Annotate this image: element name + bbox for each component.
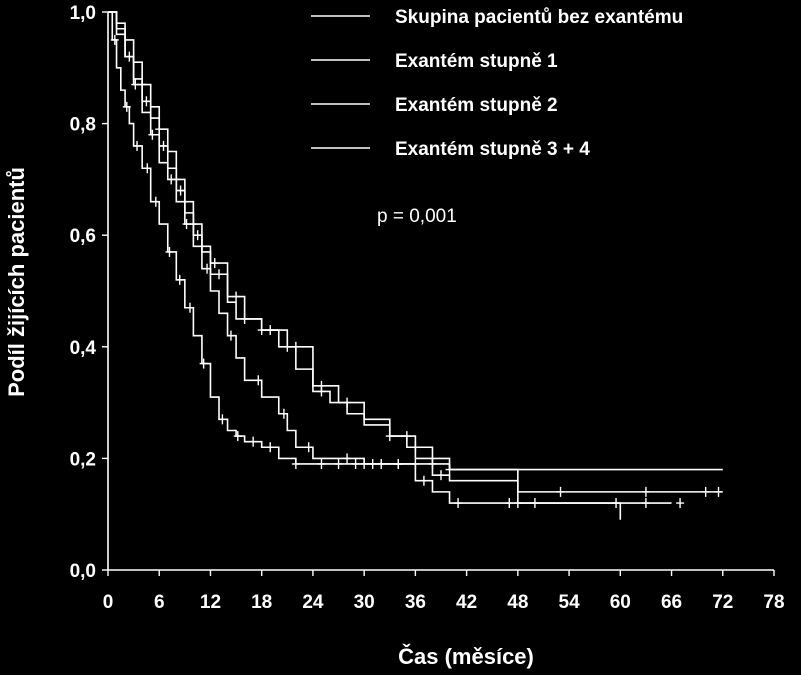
y-tick-labels: 0,0 0,2 0,4 0,6 0,8 1,0 [70, 3, 97, 582]
x-tick-label: 60 [610, 592, 631, 613]
x-tick-label: 0 [103, 592, 114, 613]
x-tick-label: 36 [405, 592, 426, 613]
legend-label: Skupina pacientů bez exantému [395, 7, 683, 28]
legend-label: Exantém stupně 1 [395, 51, 558, 72]
x-tick-labels: 0 6 12 18 24 30 36 42 48 54 60 66 72 78 [103, 592, 785, 613]
x-tick-label: 66 [661, 592, 682, 613]
y-tick-label: 0,0 [70, 561, 96, 582]
survival-curve-1 [108, 11, 723, 471]
y-tick-label: 0,2 [70, 449, 96, 470]
x-tick-label: 12 [200, 592, 221, 613]
survival-curve-2 [108, 11, 723, 493]
x-tick-label: 42 [456, 592, 477, 613]
x-tick-label: 48 [507, 592, 528, 613]
y-tick-label: 0,8 [70, 115, 96, 136]
p-value-annotation: p = 0,001 [377, 206, 457, 227]
x-tick-label: 78 [763, 592, 784, 613]
x-tick-label: 24 [302, 592, 324, 613]
legend: Skupina pacientů bez exantému Exantém stu… [311, 7, 683, 160]
x-tick-label: 6 [154, 592, 165, 613]
axes [102, 11, 775, 576]
y-tick-label: 0,4 [70, 338, 97, 359]
survival-curve-4 [108, 11, 672, 504]
survival-curve-3 [108, 11, 622, 520]
x-tick-label: 18 [251, 592, 272, 613]
legend-label: Exantém stupně 2 [395, 95, 558, 116]
x-tick-label: 72 [712, 592, 733, 613]
x-tick-label: 54 [559, 592, 581, 613]
y-tick-label: 0,6 [70, 226, 96, 247]
x-axis-title: Čas (měsíce) [398, 644, 534, 669]
survival-curves [108, 11, 723, 520]
legend-label: Exantém stupně 3 + 4 [395, 139, 590, 160]
x-tick-label: 30 [354, 592, 375, 613]
y-tick-label: 1,0 [70, 3, 96, 24]
y-axis-title: Podíl žijících pacientů [4, 167, 29, 397]
